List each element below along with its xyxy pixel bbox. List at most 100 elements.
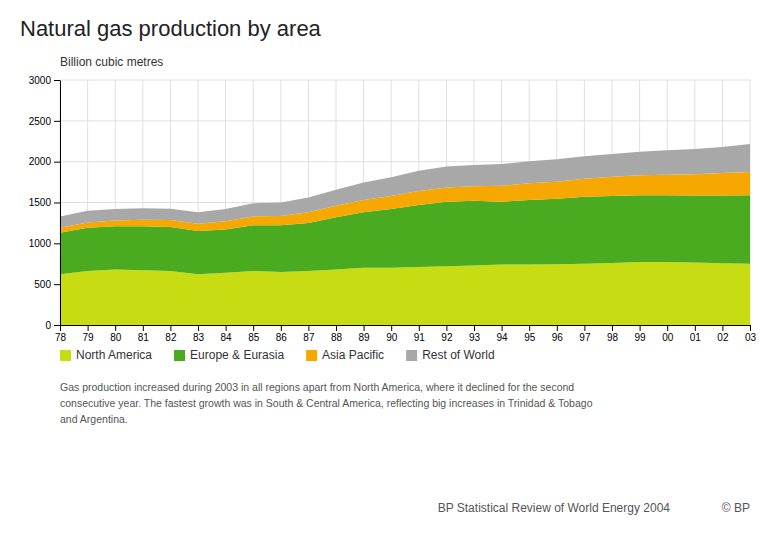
- legend-label: Europe & Eurasia: [190, 348, 284, 362]
- tick-label: 01: [690, 332, 702, 343]
- tick-label: 86: [276, 332, 288, 343]
- tick-label: 500: [34, 279, 51, 290]
- tick: 92: [441, 325, 453, 343]
- legend-swatch: [174, 350, 185, 361]
- copyright: © BP: [722, 501, 750, 515]
- tick-label: 98: [607, 332, 619, 343]
- tick-mark: [253, 325, 254, 331]
- legend-label: North America: [76, 348, 152, 362]
- axis-line: [61, 325, 751, 326]
- tick-mark: [54, 80, 60, 81]
- tick-mark: [529, 325, 530, 331]
- area: [60, 144, 750, 228]
- tick-mark: [60, 325, 61, 331]
- tick-label: 97: [579, 332, 591, 343]
- tick-label: 02: [717, 332, 729, 343]
- tick-mark: [364, 325, 365, 331]
- y-axis-title: Billion cubic metres: [60, 55, 163, 69]
- tick-mark: [474, 325, 475, 331]
- tick-label: 81: [138, 332, 150, 343]
- annotation: Gas production increased during 2003 in …: [60, 381, 593, 425]
- tick-label: 00: [662, 332, 674, 343]
- tick-label: 2000: [29, 156, 52, 167]
- x-axis: 78 79 80 81 82 83 84 85 86 87 88 89 90 91 92 93 94 95 96 97…: [55, 325, 757, 343]
- axis-line: [60, 81, 61, 326]
- tick-label: 87: [303, 332, 315, 343]
- y-axis: 0 500 1000 1500 2000 2500 3000: [29, 75, 61, 331]
- tick-mark: [419, 325, 420, 331]
- annotation-line: Gas production increased during 2003 in …: [60, 381, 574, 393]
- tick-mark: [88, 325, 89, 331]
- tick: 94: [497, 325, 509, 343]
- tick: 2500: [29, 116, 60, 127]
- legend-item: Asia Pacific: [306, 348, 384, 362]
- legend-swatch: [406, 350, 417, 361]
- tick: 84: [221, 325, 233, 343]
- tick-mark: [308, 325, 309, 331]
- tick: 96: [552, 325, 564, 343]
- tick-mark: [54, 203, 60, 204]
- tick-mark: [446, 325, 447, 331]
- tick: 87: [303, 325, 315, 343]
- tick: 02: [717, 325, 729, 343]
- tick-label: 94: [497, 332, 509, 343]
- grid: [60, 80, 750, 325]
- tick-label: 90: [386, 332, 398, 343]
- tick: 99: [635, 325, 647, 343]
- tick-mark: [54, 243, 60, 244]
- tick: 1000: [29, 238, 60, 249]
- tick-label: 82: [165, 332, 177, 343]
- tick-mark: [226, 325, 227, 331]
- tick: 79: [83, 325, 95, 343]
- tick-mark: [170, 325, 171, 331]
- tick-label: 92: [441, 332, 453, 343]
- tick: 1500: [29, 197, 60, 208]
- legend-label: Rest of World: [422, 348, 494, 362]
- tick: 83: [193, 325, 205, 343]
- tick-label: 91: [414, 332, 426, 343]
- tick: 85: [248, 325, 260, 343]
- tick: 0: [45, 320, 60, 331]
- tick-label: 84: [221, 332, 233, 343]
- tick-label: 95: [524, 332, 536, 343]
- tick: 88: [331, 325, 343, 343]
- tick: 93: [469, 325, 481, 343]
- tick: 03: [745, 325, 757, 343]
- tick-mark: [54, 121, 60, 122]
- tick: 89: [359, 325, 371, 343]
- tick-label: 03: [745, 332, 757, 343]
- tick-label: 85: [248, 332, 260, 343]
- legend-item: Rest of World: [406, 348, 494, 362]
- tick-label: 78: [55, 332, 67, 343]
- tick: 78: [55, 325, 67, 343]
- area: [60, 195, 750, 274]
- tick-mark: [281, 325, 282, 331]
- grid-line: [60, 120, 750, 121]
- chart: Natural gas production by areaBillion cu…: [0, 0, 780, 540]
- tick-mark: [143, 325, 144, 331]
- tick-mark: [557, 325, 558, 331]
- tick: 00: [662, 325, 674, 343]
- footer: BP Statistical Review of World Energy 20…: [438, 501, 671, 515]
- tick: 82: [165, 325, 177, 343]
- tick: 500: [34, 279, 60, 290]
- grid-line: [60, 80, 750, 81]
- legend: North America Europe & Eurasia Asia Pacifi…: [60, 348, 495, 362]
- tick: 90: [386, 325, 398, 343]
- tick-label: 2500: [29, 116, 52, 127]
- tick-label: 88: [331, 332, 343, 343]
- tick: 86: [276, 325, 288, 343]
- tick-label: 80: [110, 332, 122, 343]
- tick-mark: [115, 325, 116, 331]
- legend-item: North America: [60, 348, 152, 362]
- tick-label: 93: [469, 332, 481, 343]
- area: [60, 262, 750, 325]
- legend-swatch: [306, 350, 317, 361]
- tick-label: 3000: [29, 75, 52, 86]
- tick-label: 79: [83, 332, 95, 343]
- legend-swatch: [60, 350, 71, 361]
- tick-mark: [391, 325, 392, 331]
- annotation-line: consecutive year. The fastest growth was…: [60, 397, 593, 409]
- tick: 81: [138, 325, 150, 343]
- tick-label: 89: [359, 332, 371, 343]
